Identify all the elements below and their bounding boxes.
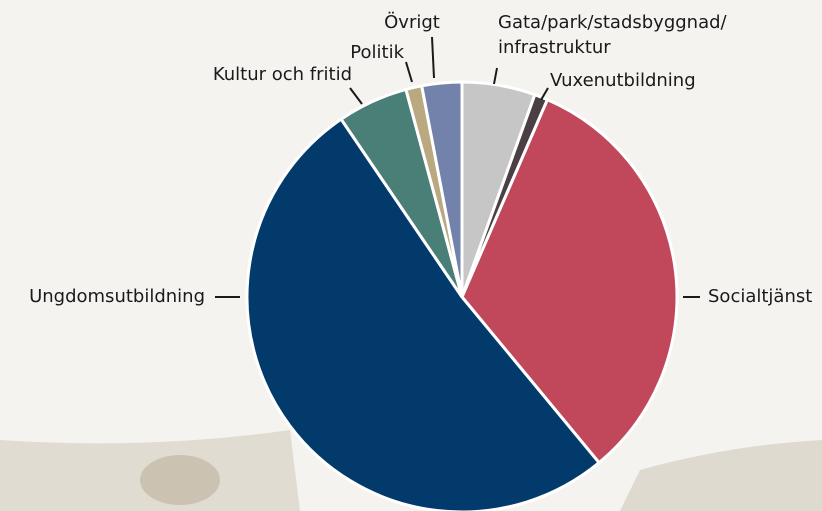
chart (0, 0, 822, 511)
leader-line (350, 88, 362, 104)
slice-label: Vuxenutbildning (550, 68, 696, 93)
slice-label: Ungdomsutbildning (29, 284, 205, 309)
slice-label: Kultur och fritid (213, 62, 352, 87)
leader-line (406, 62, 412, 82)
slice-label: Politik (350, 40, 404, 65)
leader-line (432, 37, 434, 78)
slice-label: Övrigt (372, 10, 452, 35)
leader-line (494, 68, 497, 84)
page: Gata/park/stadsbyggnad/ infrastruktur Vux… (0, 0, 822, 511)
slice-label: Socialtjänst (708, 284, 812, 309)
slice-label: Gata/park/stadsbyggnad/ infrastruktur (498, 10, 727, 60)
